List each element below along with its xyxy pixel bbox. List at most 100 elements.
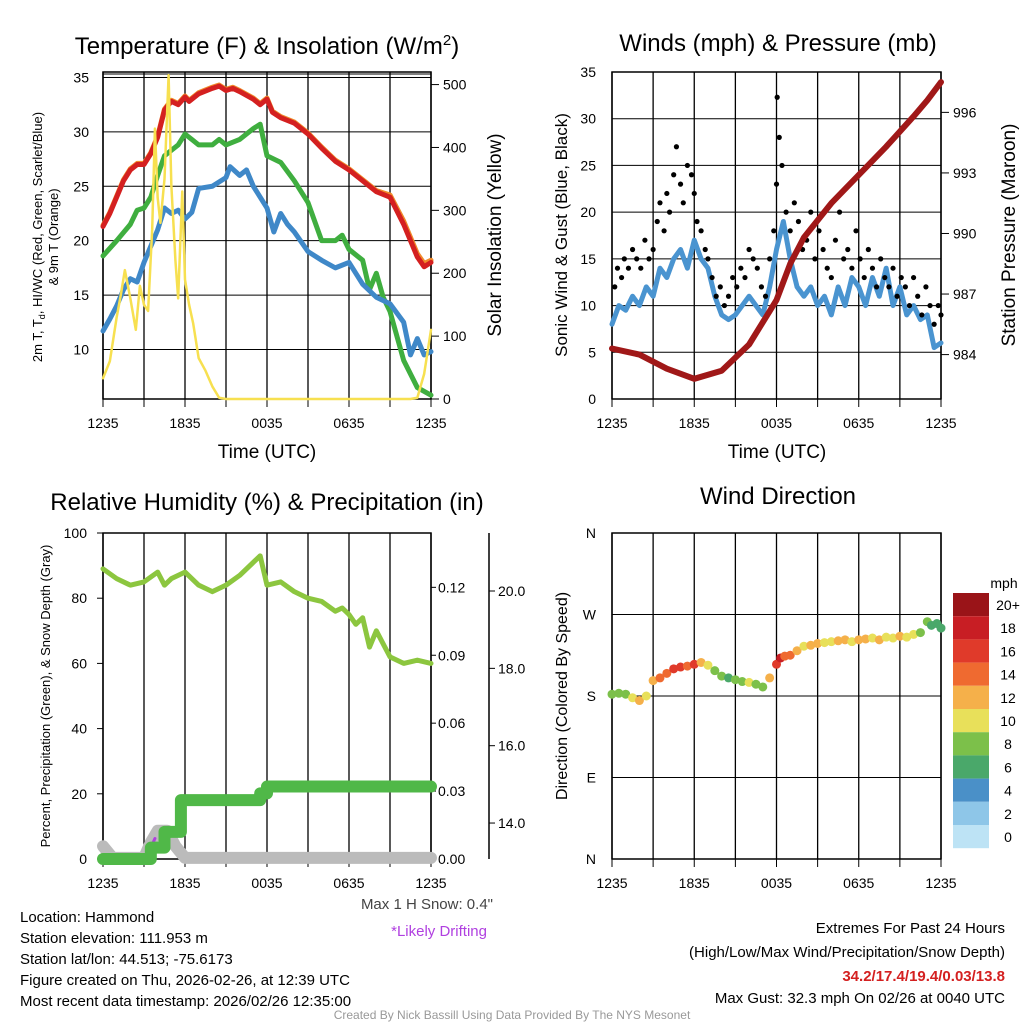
- wind-xtick-label: 1835: [679, 415, 710, 431]
- direction-point: [895, 631, 905, 641]
- gust-point: [677, 181, 684, 187]
- gust-point: [621, 256, 627, 262]
- extremes-subtitle: (High/Low/Max Wind/Precipitation/Snow De…: [689, 944, 1005, 961]
- precip-tick-label: 0.09: [438, 647, 465, 663]
- gust-point: [762, 293, 769, 299]
- colorbar-title: mph: [990, 575, 1017, 591]
- gust-point: [906, 302, 913, 309]
- gust-point: [938, 312, 944, 318]
- series-td: [100, 121, 434, 398]
- colorbar-swatch: [953, 616, 989, 640]
- gust-point: [841, 256, 847, 262]
- colorbar-swatch: [953, 662, 989, 686]
- temp-y2tick-label: 300: [443, 202, 467, 218]
- rh-ytick-label: 80: [71, 590, 87, 606]
- gust-point: [754, 265, 760, 271]
- rh-ytick-label: 40: [71, 721, 87, 737]
- wind-ytick-label: 10: [580, 298, 596, 314]
- direction-point: [607, 689, 617, 699]
- gust-point: [673, 144, 680, 150]
- gust-point: [713, 293, 719, 299]
- direction-point: [840, 635, 850, 645]
- gust-point: [618, 274, 625, 281]
- direction-point: [867, 633, 877, 643]
- gust-point: [845, 246, 851, 253]
- temp-xtick-label: 1835: [169, 415, 200, 431]
- temp-xtick-label: 0035: [251, 415, 282, 431]
- temp-ytick-label: 15: [73, 287, 89, 303]
- series-insolation: [101, 73, 433, 401]
- temp-ytick-label: 10: [73, 341, 89, 357]
- gust-point: [919, 312, 925, 318]
- temp-ytick-label: 20: [73, 233, 89, 249]
- wind-ytick-label: 15: [580, 251, 596, 267]
- precip-tick-label: 0.06: [438, 715, 465, 731]
- temp-y2tick-label: 400: [443, 139, 467, 155]
- colorbar-label: 8: [1004, 736, 1012, 752]
- gust-point: [742, 274, 748, 281]
- gust-point: [795, 218, 802, 225]
- series-wind: [609, 218, 944, 351]
- gust-point: [666, 209, 673, 215]
- direction-point: [936, 623, 946, 633]
- gust-point: [774, 94, 780, 100]
- gust-point: [680, 200, 686, 206]
- gust-point: [812, 256, 818, 262]
- temp-y2label: Solar Insolation (Yellow): [485, 133, 506, 336]
- direction-point: [614, 688, 624, 698]
- gust-point: [734, 284, 740, 290]
- data-timestamp: Most recent data timestamp: 2026/02/26 1…: [20, 993, 351, 1010]
- temp-title: Temperature (F) & Insolation (W/m2): [75, 32, 459, 60]
- gust-point: [671, 172, 677, 178]
- direction-point: [696, 657, 706, 667]
- station-latlon: Station lat/lon: 44.513; -75.6173: [20, 951, 233, 968]
- wind-ytick-label: 20: [580, 204, 596, 220]
- gust-point: [857, 256, 863, 262]
- colorbar-swatch: [953, 709, 989, 733]
- colorbar-label: 16: [1000, 643, 1016, 659]
- gust-point: [902, 284, 908, 290]
- temp-ylabel: 2m T, Td, HI/WC (Red, Green, Scarlet/Blu…: [30, 112, 47, 362]
- station-elevation: Station elevation: 111.953 m: [20, 930, 208, 947]
- colorbar-swatch: [953, 755, 989, 779]
- direction-point: [737, 677, 747, 687]
- dir-ytick-label: W: [583, 607, 597, 623]
- wind-ytick-label: 35: [580, 64, 596, 80]
- direction-point: [765, 673, 775, 683]
- direction-point: [676, 662, 686, 672]
- gust-point: [861, 274, 867, 281]
- gust-point: [646, 256, 652, 262]
- colorbar-label: 20+: [996, 597, 1020, 613]
- direction-point: [847, 637, 857, 647]
- gust-point: [691, 190, 697, 197]
- gust-point: [894, 293, 900, 299]
- direction-point: [861, 634, 871, 644]
- gust-point: [642, 237, 648, 243]
- wind-y2tick-label: 987: [953, 286, 977, 302]
- series-pressure: [609, 79, 944, 382]
- snow-tick-label: 18.0: [498, 660, 525, 676]
- direction-point: [806, 640, 816, 650]
- gust-point: [721, 302, 728, 309]
- dir-xtick-label: 1235: [596, 875, 627, 891]
- dir-ytick-label: S: [587, 688, 596, 704]
- wind-xtick-label: 1235: [925, 415, 956, 431]
- direction-point: [724, 673, 734, 683]
- dir-ytick-label: E: [587, 770, 596, 786]
- gust-point: [730, 274, 736, 281]
- wind-y2tick-label: 984: [953, 347, 977, 363]
- gust-point: [638, 265, 644, 271]
- direction-point: [915, 628, 925, 638]
- temp-ylabel-2: & 9m T (Orange): [46, 188, 61, 285]
- drifting-label: *Likely Drifting: [391, 923, 487, 940]
- series-precip: [97, 780, 437, 865]
- direction-point: [662, 668, 672, 678]
- wind-xtick-label: 1235: [596, 415, 627, 431]
- wind-ytick-label: 0: [588, 391, 596, 407]
- gust-point: [684, 162, 690, 169]
- gust-point: [849, 265, 855, 271]
- gust-point: [725, 293, 732, 299]
- dir-xtick-label: 1235: [925, 875, 956, 891]
- location: Location: Hammond: [20, 909, 154, 926]
- direction-point: [888, 633, 898, 643]
